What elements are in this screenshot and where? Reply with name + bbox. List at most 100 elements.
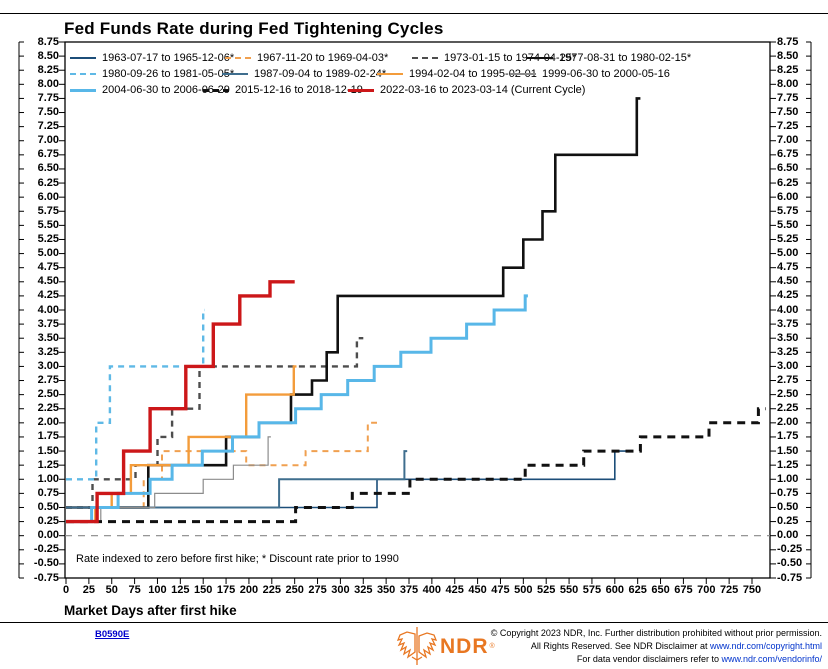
copyright-line-2-text: All Rights Reserved. See NDR Disclaimer … [530,641,710,651]
y-axis-tick-label: 1.00 [37,472,59,485]
y-axis-tick-label: 1.25 [37,458,59,471]
legend-line-swatch [70,88,96,92]
series-line-2 [66,337,364,509]
legend-label: 1963-07-17 to 1965-12-06* [102,52,235,64]
y-axis-tick-label: 1.25 [777,458,799,471]
y-axis-tick-label: 0.50 [777,500,799,513]
y-axis-tick-label: 6.75 [37,148,59,161]
y-axis-tick-label: -0.25 [777,543,803,556]
vendorinfo-link[interactable]: www.ndr.com/vendorinfo/ [721,654,822,664]
x-axis-tick-label: 450 [468,584,487,596]
x-axis-tick-label: 475 [491,584,510,596]
x-axis-tick-label: 175 [216,584,236,596]
series-line-6 [66,365,297,523]
legend-item: 1999-06-30 to 2000-05-16 [510,67,670,81]
copyright-block: © Copyright 2023 NDR, Inc. Further distr… [491,627,822,666]
y-axis-tick-label: 2.50 [777,388,799,401]
chart-footnote: Rate indexed to zero before first hike; … [76,553,399,565]
y-axis-tick-label: 7.50 [37,106,59,119]
x-axis-tick-label: 250 [285,584,304,596]
y-axis-tick-label: 7.75 [777,91,799,104]
y-axis-tick-label: 4.75 [37,261,59,274]
registered-mark: ® [489,642,495,650]
y-axis-tick-label: 1.50 [777,444,799,457]
y-axis-tick-label: -0.75 [777,571,803,584]
y-axis-tick-label: 2.50 [37,388,59,401]
plot-border [64,41,771,579]
legend-item: 1987-09-04 to 1989-02-24* [222,67,386,81]
x-axis-tick-label: 700 [697,584,716,596]
legend-label: 2004-06-30 to 2006-06-29 [102,84,230,96]
y-axis-tick-label: 6.00 [37,190,59,203]
y-axis-tick-label: 7.25 [37,120,59,133]
y-axis-tick-label: 1.75 [777,430,799,443]
x-axis-tick-label: 25 [82,584,95,596]
y-axis-tick-label: 7.00 [37,134,59,147]
y-axis-tick-label: 4.75 [777,261,799,274]
y-axis-tick-label: 5.75 [37,204,59,217]
top-rule [0,13,828,14]
x-axis-tick-label: 50 [105,584,118,596]
legend-line-swatch [70,73,96,75]
y-axis-tick-label: 3.00 [37,359,59,372]
y-axis-tick-label: 0.25 [777,515,799,528]
legend-label: 1994-02-04 to 1995-02-01 [409,68,537,80]
legend-item: 1994-02-04 to 1995-02-01 [377,67,537,81]
series-line-8 [66,294,528,524]
x-axis-tick-label: 575 [582,584,602,596]
y-axis-tick-label: 0.50 [37,500,59,513]
copyright-line-1: © Copyright 2023 NDR, Inc. Further distr… [490,628,822,638]
legend-item: 2022-03-16 to 2023-03-14 (Current Cycle) [348,83,585,97]
y-axis-tick-label: 0.00 [777,529,799,542]
x-axis-tick-label: 425 [445,584,464,596]
y-axis-tick-label: 3.25 [37,345,59,358]
legend-item: 1967-11-20 to 1969-04-03* [225,51,388,65]
chart-id-link[interactable]: B0590E [95,629,130,640]
copyright-link[interactable]: www.ndr.com/copyright.html [709,641,822,651]
series-line-7 [66,436,271,523]
page-title: Fed Funds Rate during Fed Tightening Cyc… [64,19,444,38]
legend-label: 1977-08-31 to 1980-02-15* [559,52,692,64]
y-axis-tick-label: 3.50 [777,331,799,344]
y-axis-tick-label: 3.75 [777,317,799,330]
series-line-5 [66,450,408,509]
y-axis-tick-label: 8.00 [37,77,59,90]
legend-item: 1977-08-31 to 1980-02-15* [527,51,691,65]
x-axis-tick-label: 350 [376,584,396,596]
x-axis-tick-label: 750 [742,584,762,596]
x-axis-tick-label: 675 [674,584,693,596]
y-axis-tick-label: 2.00 [777,416,799,429]
y-axis-tick-label: 3.00 [777,359,799,372]
legend-line-swatch [348,88,374,92]
series-line-10 [66,280,295,524]
y-axis-tick-label: 8.75 [37,35,59,48]
y-axis-tick-label: 5.75 [777,204,799,217]
y-axis-tick-label: 3.25 [777,345,799,358]
copyright-line-2: All Rights Reserved. See NDR Disclaimer … [491,640,822,653]
legend-label: 1967-11-20 to 1969-04-03* [257,52,389,64]
series-line-1 [66,421,377,509]
y-axis-tick-label: 1.50 [37,444,59,457]
y-axis-tick-label: 6.25 [37,176,59,189]
y-axis-tick-label: 7.50 [777,106,799,119]
y-axis-tick-label: 2.25 [37,402,59,415]
ndr-logo-text: NDR [440,634,489,658]
legend-line-swatch [377,73,403,75]
y-axis-tick-label: 8.00 [777,77,799,90]
y-axis-tick-label: 2.25 [777,402,799,415]
x-axis-tick-label: 600 [605,584,624,596]
y-axis-tick-label: 5.50 [37,218,59,231]
y-axis-tick-label: -0.75 [33,571,59,584]
y-axis-tick-label: 1.75 [37,430,59,443]
x-axis-tick-label: 200 [239,584,259,596]
x-axis-tick-label: 725 [719,584,739,596]
legend-label: 1987-09-04 to 1989-02-24* [254,68,387,80]
legend-line-swatch [203,88,229,92]
y-axis-tick-label: -0.25 [33,543,59,556]
y-axis-tick-label: 3.75 [37,317,59,330]
copyright-line-3-text: For data vendor disclaimers refer to [576,654,722,664]
y-axis-tick-label: 5.25 [37,232,59,245]
y-axis-tick-label: 8.25 [777,63,799,76]
y-axis-tick-label: 5.00 [777,247,799,260]
